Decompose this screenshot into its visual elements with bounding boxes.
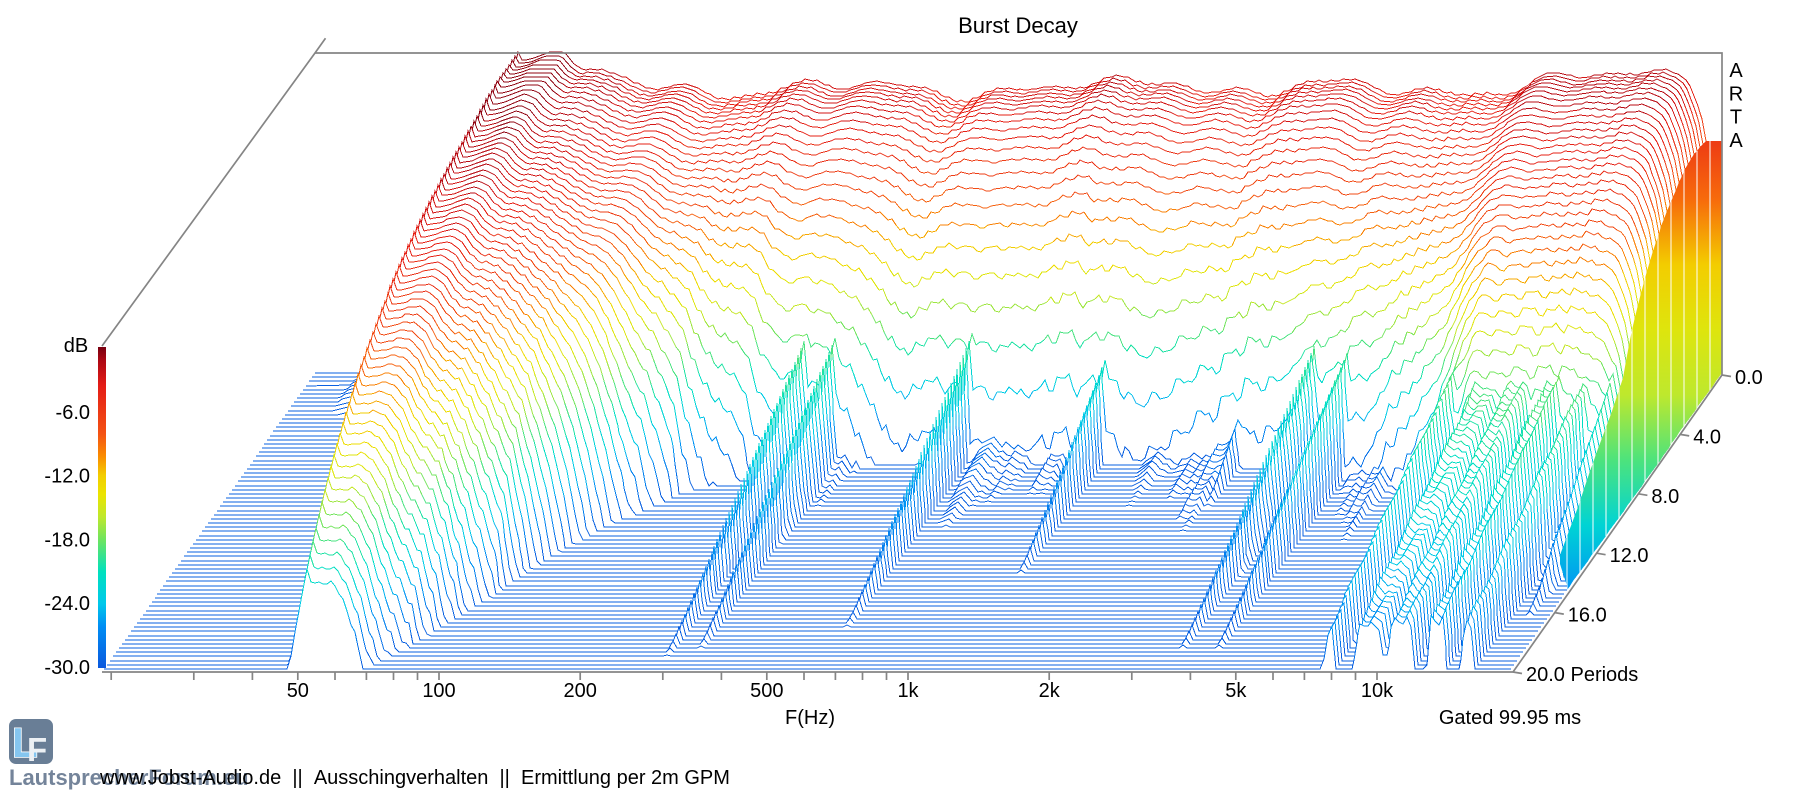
svg-text:0.0: 0.0 <box>1735 367 1763 389</box>
svg-text:2k: 2k <box>1039 680 1061 702</box>
svg-text:-6.0: -6.0 <box>56 402 90 424</box>
svg-text:12.0: 12.0 <box>1610 545 1649 567</box>
svg-text:-24.0: -24.0 <box>44 593 90 615</box>
svg-text:10k: 10k <box>1361 680 1394 702</box>
svg-text:16.0: 16.0 <box>1568 605 1607 627</box>
svg-text:F: F <box>27 731 47 768</box>
svg-text:1k: 1k <box>897 680 919 702</box>
svg-text:Gated 99.95 ms: Gated 99.95 ms <box>1439 707 1581 729</box>
svg-text:100: 100 <box>422 680 455 702</box>
svg-text:-30.0: -30.0 <box>44 657 90 679</box>
svg-text:A: A <box>1729 130 1743 152</box>
svg-text:-12.0: -12.0 <box>44 466 90 488</box>
svg-text:dB: dB <box>64 335 88 357</box>
svg-text:LautsprecherForum.eu: LautsprecherForum.eu <box>9 765 249 790</box>
svg-text:A: A <box>1729 60 1743 82</box>
svg-text:T: T <box>1730 107 1742 129</box>
svg-text:4.0: 4.0 <box>1693 426 1721 448</box>
svg-text:www.Jobst-Audio.de || Aussch: www.Jobst-Audio.de || Ausschingverhalten… <box>99 767 730 789</box>
svg-text:50: 50 <box>287 680 309 702</box>
svg-text:Burst Decay: Burst Decay <box>958 13 1078 38</box>
svg-text:500: 500 <box>750 680 783 702</box>
svg-text:F(Hz): F(Hz) <box>785 707 835 729</box>
svg-text:20.0 Periods: 20.0 Periods <box>1526 664 1638 686</box>
svg-text:-18.0: -18.0 <box>44 529 90 551</box>
svg-text:5k: 5k <box>1225 680 1247 702</box>
svg-text:8.0: 8.0 <box>1651 486 1679 508</box>
svg-text:R: R <box>1729 83 1743 105</box>
svg-text:L: L <box>12 719 38 766</box>
svg-text:200: 200 <box>563 680 596 702</box>
